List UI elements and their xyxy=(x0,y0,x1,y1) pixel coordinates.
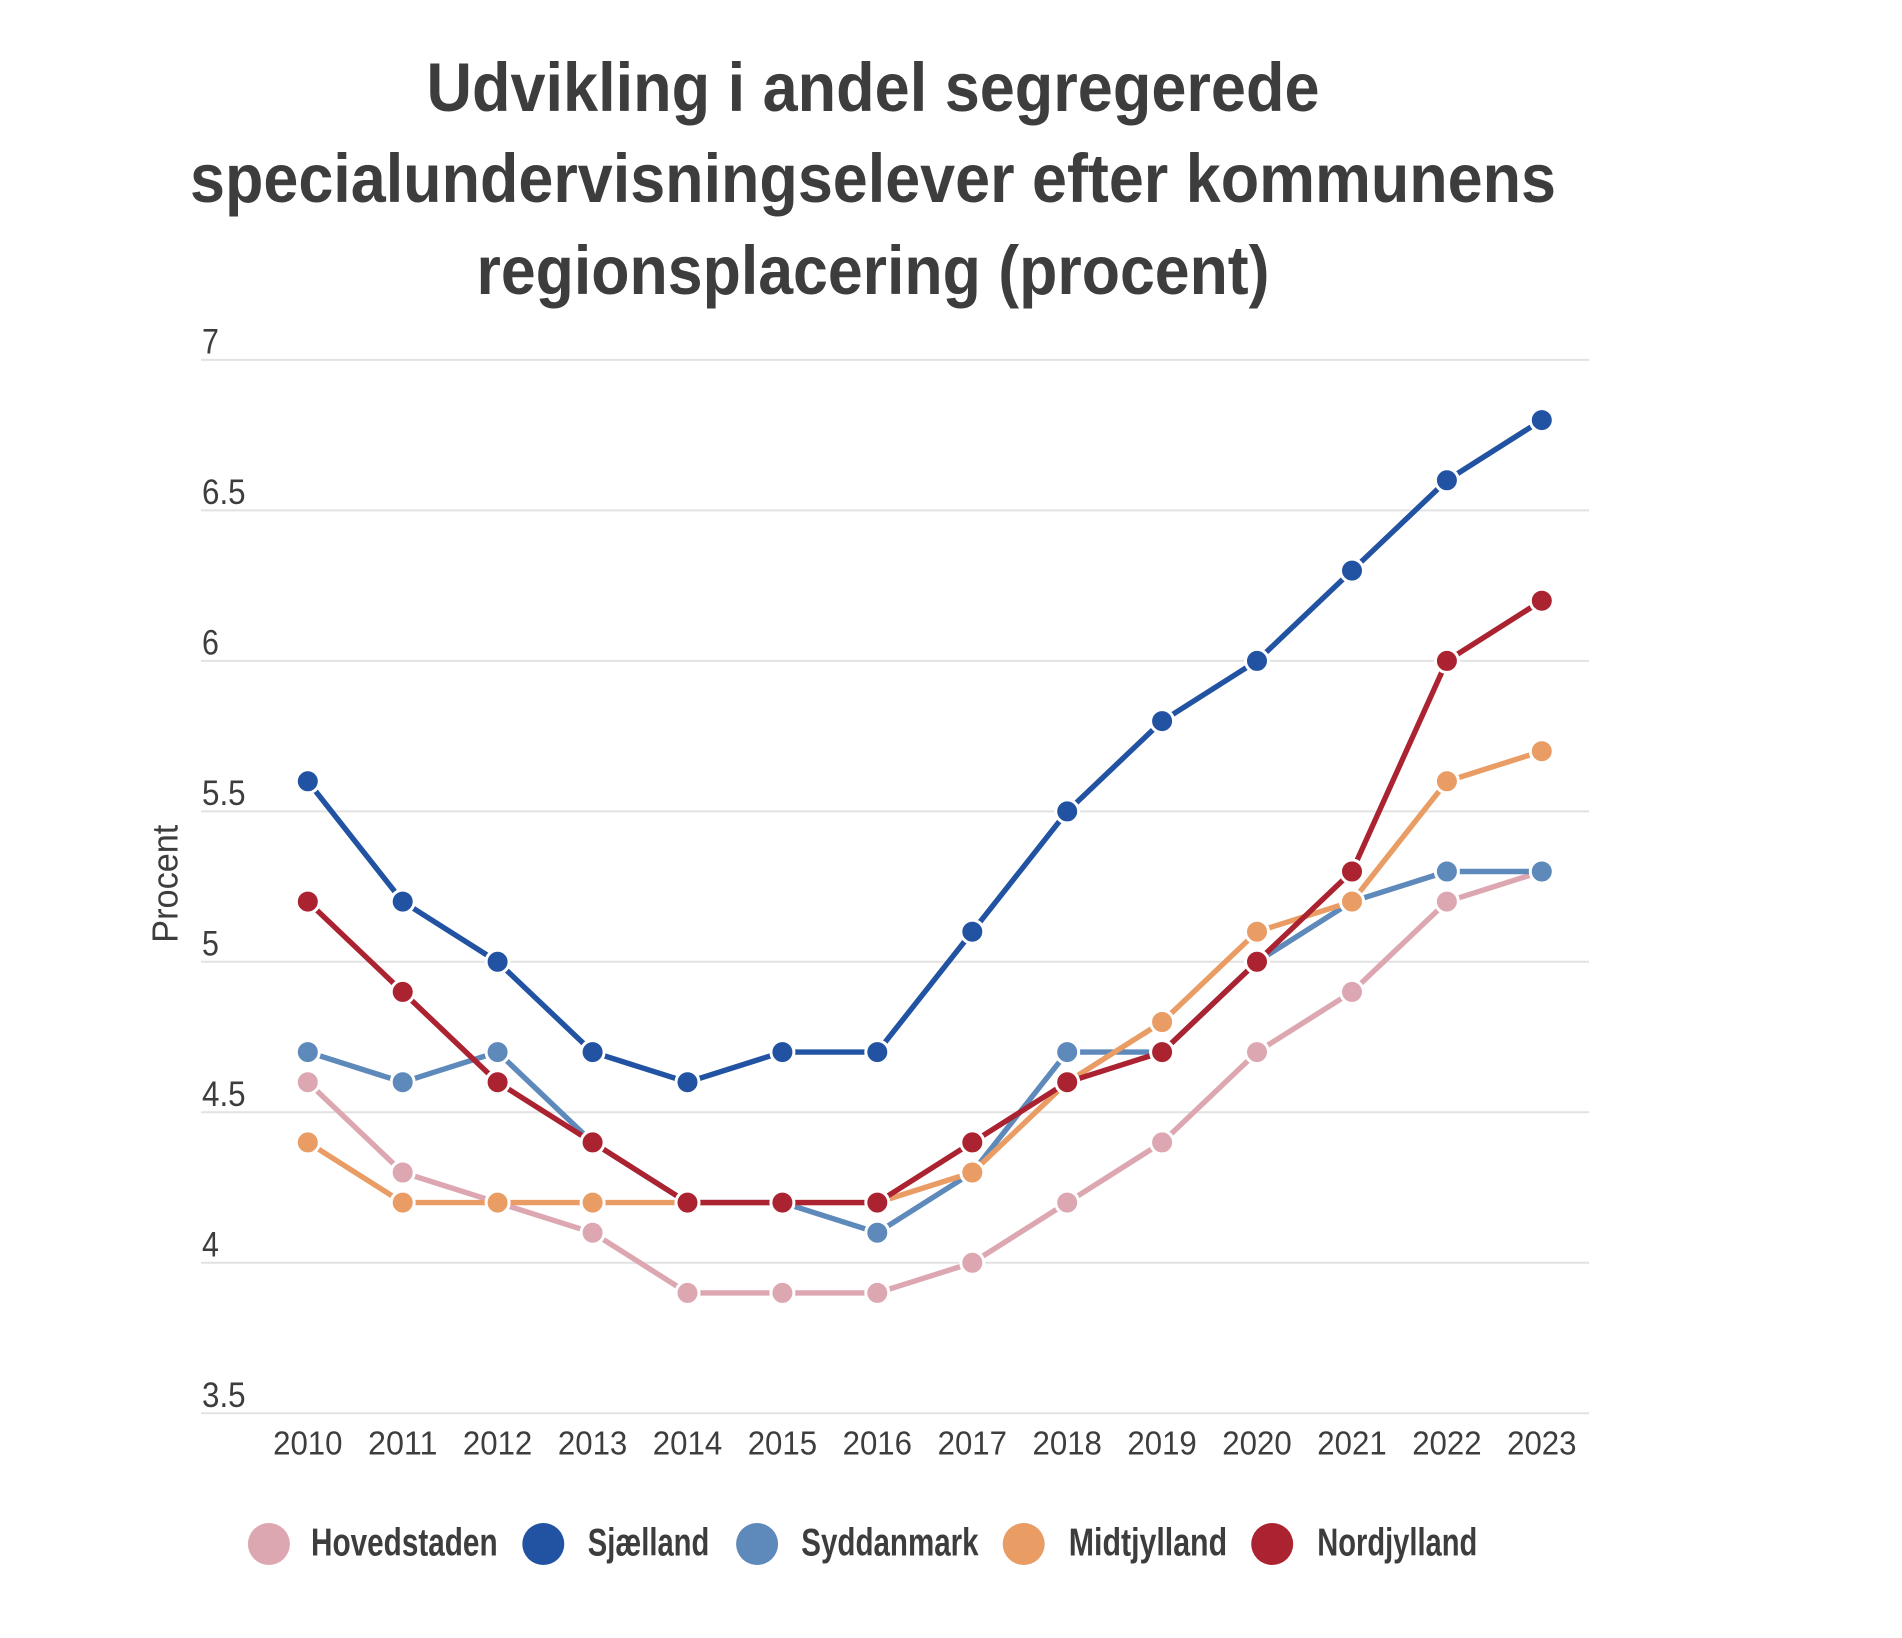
svg-text:2019: 2019 xyxy=(1127,1425,1196,1462)
svg-text:Udvikling i andel segregerede: Udvikling i andel segregerede xyxy=(427,49,1320,126)
svg-text:2023: 2023 xyxy=(1507,1425,1576,1462)
svg-text:2012: 2012 xyxy=(463,1425,532,1462)
svg-text:2016: 2016 xyxy=(843,1425,912,1462)
svg-text:4.5: 4.5 xyxy=(202,1075,246,1114)
svg-text:Syddanmark: Syddanmark xyxy=(801,1521,979,1564)
svg-text:2020: 2020 xyxy=(1222,1425,1291,1462)
svg-text:2014: 2014 xyxy=(653,1425,722,1462)
svg-text:3.5: 3.5 xyxy=(202,1376,246,1415)
svg-text:Hovedstaden: Hovedstaden xyxy=(311,1521,498,1564)
svg-text:2018: 2018 xyxy=(1033,1425,1102,1462)
svg-text:Nordjylland: Nordjylland xyxy=(1317,1521,1477,1564)
svg-text:7: 7 xyxy=(202,322,219,361)
svg-text:Midtjylland: Midtjylland xyxy=(1069,1521,1227,1564)
svg-text:5.5: 5.5 xyxy=(202,774,246,813)
svg-text:4: 4 xyxy=(202,1225,219,1264)
svg-text:5: 5 xyxy=(202,924,219,963)
svg-text:Procent: Procent xyxy=(145,825,186,943)
svg-text:2010: 2010 xyxy=(273,1425,342,1462)
svg-text:Sjælland: Sjælland xyxy=(588,1521,710,1564)
svg-text:2022: 2022 xyxy=(1412,1425,1481,1462)
svg-text:2017: 2017 xyxy=(938,1425,1007,1462)
svg-text:regionsplacering (procent): regionsplacering (procent) xyxy=(477,232,1270,309)
svg-text:2011: 2011 xyxy=(368,1425,437,1462)
svg-text:2021: 2021 xyxy=(1317,1425,1386,1462)
svg-text:6: 6 xyxy=(202,623,219,662)
svg-text:specialundervisningselever eft: specialundervisningselever efter kommune… xyxy=(190,140,1556,217)
svg-text:2013: 2013 xyxy=(558,1425,627,1462)
svg-text:2015: 2015 xyxy=(748,1425,817,1462)
svg-text:6.5: 6.5 xyxy=(202,473,246,512)
